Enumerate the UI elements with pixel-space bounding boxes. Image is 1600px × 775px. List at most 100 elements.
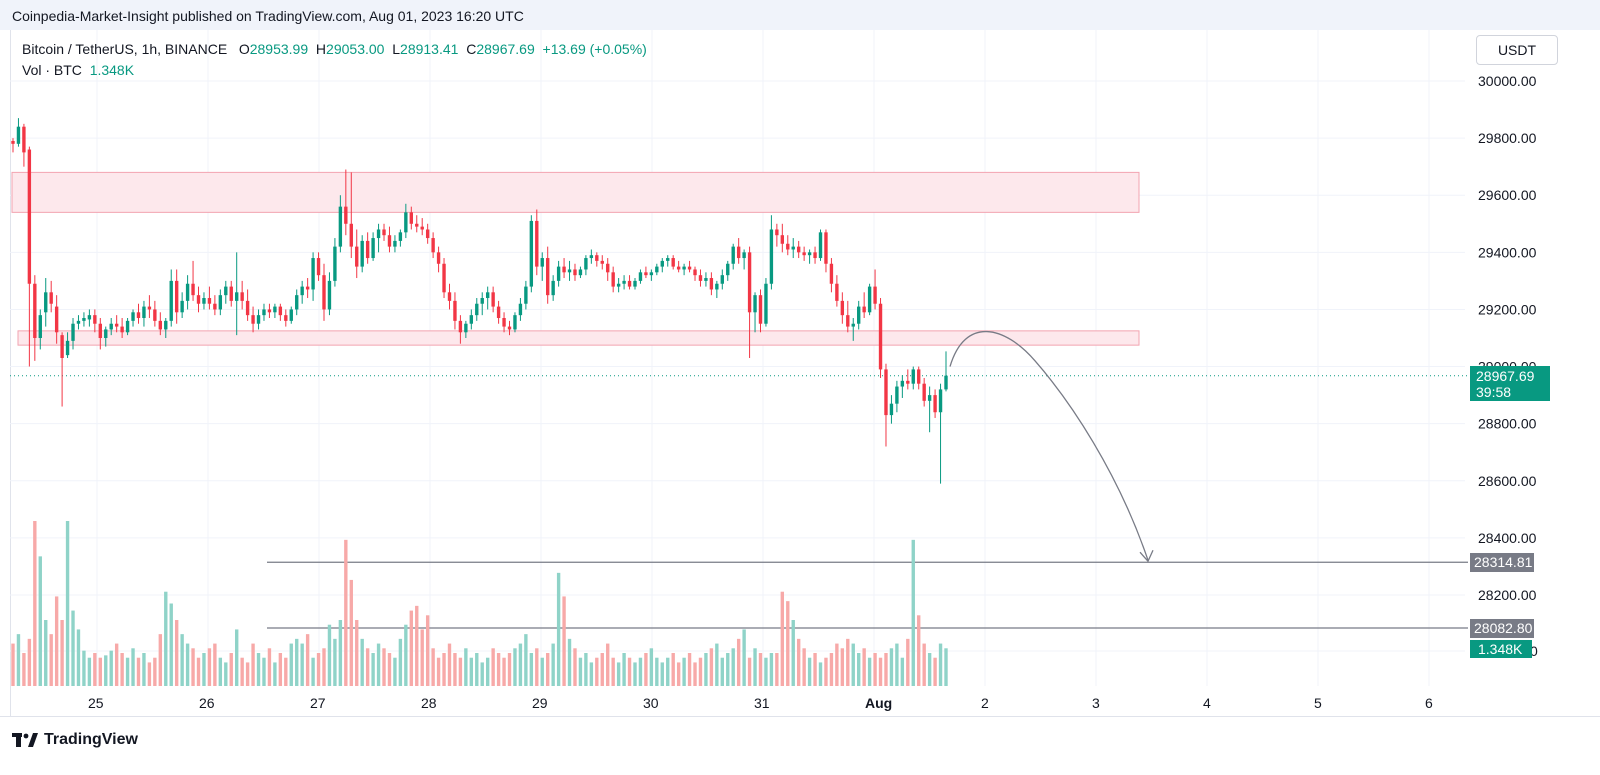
volume-bar xyxy=(666,657,670,686)
candle-body xyxy=(567,269,572,273)
candle-body xyxy=(753,295,757,313)
candle-body xyxy=(698,275,703,281)
volume-bar xyxy=(311,657,315,686)
volume-label[interactable]: Vol · BTC xyxy=(22,62,82,78)
volume-bar xyxy=(300,643,304,686)
candle-body xyxy=(344,206,348,224)
candle-body xyxy=(589,255,594,259)
volume-bar xyxy=(38,556,42,686)
candle-body xyxy=(256,315,261,324)
volume-bar xyxy=(191,648,195,686)
candle-body xyxy=(513,315,517,330)
volume-bar xyxy=(245,662,250,686)
close-label: C xyxy=(466,41,477,57)
candle-body xyxy=(835,283,839,301)
x-tick-label: 31 xyxy=(754,695,770,711)
volume-bar xyxy=(698,657,703,686)
volume-bar xyxy=(496,653,501,686)
candle-body xyxy=(709,278,714,290)
volume-bar xyxy=(235,629,239,686)
candle-body xyxy=(131,312,135,321)
volume-bar xyxy=(769,653,774,686)
candle-body xyxy=(240,292,244,301)
volume-bar xyxy=(262,657,266,686)
volume-bar xyxy=(846,638,850,686)
candle-body xyxy=(355,246,359,267)
volume-bar xyxy=(676,662,681,686)
volume-bar xyxy=(349,579,353,686)
candle-body xyxy=(731,246,735,264)
tradingview-logo[interactable]: TradingView xyxy=(12,731,138,749)
candle-body xyxy=(736,246,741,259)
volume-bar xyxy=(824,657,828,686)
currency-button[interactable]: USDT xyxy=(1476,35,1558,65)
volume-bar xyxy=(22,653,26,686)
candle-body xyxy=(125,320,130,333)
candle-body xyxy=(382,229,386,236)
candle-body xyxy=(616,283,621,287)
volume-bar xyxy=(540,657,544,686)
volume-bar xyxy=(174,620,179,686)
volume-bar xyxy=(404,624,408,686)
candle-body xyxy=(485,292,490,299)
candle-body xyxy=(27,149,32,284)
volume-bar xyxy=(436,657,441,686)
candle-body xyxy=(453,300,457,321)
volume-bar xyxy=(480,662,484,686)
footer-bar xyxy=(0,716,1600,775)
candle-body xyxy=(475,303,479,316)
candle-body xyxy=(529,220,534,287)
candle-body xyxy=(546,258,550,296)
volume-bar xyxy=(840,648,845,686)
volume-bar xyxy=(578,657,583,686)
volume-bar xyxy=(169,603,173,686)
volume-bar xyxy=(185,643,190,686)
volume-bar xyxy=(11,643,15,686)
candle-body xyxy=(420,226,424,230)
volume-bar xyxy=(415,605,419,686)
volume-bar xyxy=(736,638,741,686)
candle-body xyxy=(202,298,206,304)
volume-bar xyxy=(60,620,64,686)
candle-body xyxy=(518,303,523,316)
volume-bar xyxy=(862,648,866,686)
candle-body xyxy=(895,386,899,404)
volume-bar xyxy=(791,620,795,686)
volume-bar xyxy=(813,653,817,686)
x-tick-label: 29 xyxy=(532,695,548,711)
volume-bar xyxy=(726,653,730,686)
y-tick-label: 28400.00 xyxy=(1478,530,1537,546)
candle-body xyxy=(16,126,21,144)
volume-bar xyxy=(87,657,92,686)
volume-bar xyxy=(180,634,184,686)
volume-bar xyxy=(551,643,555,686)
volume-bar xyxy=(475,653,479,686)
candle-body xyxy=(535,220,539,267)
y-tick-label: 0 xyxy=(1530,643,1538,659)
volume-bar xyxy=(507,653,512,686)
candle-body xyxy=(273,306,277,313)
volume-bar xyxy=(458,657,463,686)
volume-bar xyxy=(933,657,937,686)
candle-body xyxy=(33,283,37,338)
volume-bar xyxy=(365,648,370,686)
volume-bar xyxy=(327,624,332,686)
candle-body xyxy=(54,306,59,333)
volume-bar xyxy=(464,648,468,686)
symbol-label[interactable]: Bitcoin / TetherUS, 1h, BINANCE xyxy=(22,41,228,57)
volume-bar xyxy=(273,662,277,686)
candle-body xyxy=(300,286,304,296)
candle-body xyxy=(87,315,92,320)
candle-body xyxy=(218,295,223,310)
candle-body xyxy=(769,229,774,284)
volume-bar xyxy=(720,657,724,686)
candle-body xyxy=(431,238,435,253)
volume-bar xyxy=(442,653,446,686)
candle-body xyxy=(704,278,708,281)
volume-bar xyxy=(731,648,735,686)
candle-body xyxy=(600,260,604,264)
volume-bar xyxy=(873,653,877,686)
volume-bar xyxy=(775,653,779,686)
candle-body xyxy=(191,283,195,296)
